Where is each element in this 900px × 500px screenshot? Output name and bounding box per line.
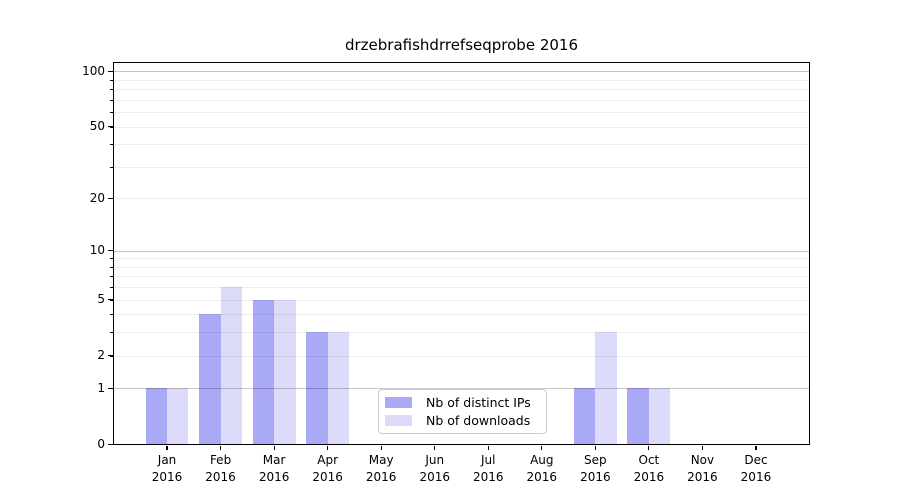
x-tick-label: Dec 2016 — [740, 452, 772, 484]
y-tick-mark — [108, 197, 113, 200]
legend: Nb of distinct IPs Nb of downloads — [378, 389, 547, 434]
x-tick-mark — [648, 445, 650, 450]
y-minor-tick-mark — [110, 276, 113, 278]
x-tick-label: Nov 2016 — [687, 452, 718, 484]
legend-item-downloads: Nb of downloads — [385, 413, 538, 428]
y-minor-tick-mark — [110, 314, 113, 316]
bar-downloads — [327, 332, 350, 445]
bar-downloads — [220, 287, 242, 445]
gridline-major — [114, 388, 809, 390]
gridline-minor — [114, 266, 809, 268]
gridline-minor — [114, 355, 809, 357]
y-tick-mark — [108, 126, 113, 128]
bar-distinct-ips — [145, 388, 168, 445]
y-minor-tick-mark — [110, 166, 113, 168]
x-tick-mark — [166, 445, 168, 450]
y-minor-tick-mark — [110, 332, 113, 334]
legend-swatch-distinct-ips — [385, 397, 412, 408]
y-tick-label: 20 — [89, 190, 105, 205]
x-tick-label: Sep 2016 — [580, 452, 611, 484]
gridline-minor — [114, 258, 809, 260]
chart-title: drzebrafishdrrefseqprobe 2016 — [344, 36, 578, 54]
y-tick-mark — [108, 250, 113, 252]
gridline-major — [114, 250, 809, 252]
x-tick-label: Jan 2016 — [151, 452, 183, 484]
legend-label-distinct-ips: Nb of distinct IPs — [426, 395, 531, 410]
y-minor-tick-mark — [110, 112, 113, 114]
bar-distinct-ips — [199, 314, 221, 445]
y-minor-tick-mark — [110, 287, 113, 289]
y-tick-label: 5 — [97, 292, 105, 307]
gridline-minor — [114, 314, 809, 316]
y-minor-tick-mark — [110, 79, 113, 81]
bar-distinct-ips — [306, 332, 328, 445]
y-tick-label: 0 — [97, 437, 105, 451]
gridline-minor — [114, 126, 809, 128]
gridline-minor — [114, 144, 809, 146]
x-tick-label: May 2016 — [365, 452, 397, 484]
gridline-minor — [114, 332, 809, 334]
gridline-major — [114, 71, 809, 73]
x-tick-label: Mar 2016 — [258, 452, 290, 484]
y-minor-tick-mark — [110, 99, 113, 101]
y-tick-mark — [108, 444, 113, 446]
gridline-minor — [114, 99, 809, 101]
x-tick-label: Jul 2016 — [472, 452, 504, 484]
x-tick-label: Apr 2016 — [312, 452, 343, 484]
y-tick-mark — [108, 299, 113, 301]
x-tick-label: Feb 2016 — [205, 452, 236, 484]
y-tick-mark — [108, 387, 113, 390]
y-minor-tick-mark — [110, 89, 113, 91]
bar-distinct-ips — [252, 299, 275, 445]
x-tick-label: Aug 2016 — [526, 452, 558, 484]
y-tick-label: 1 — [97, 380, 105, 395]
y-minor-tick-mark — [110, 266, 113, 268]
x-tick-mark — [594, 445, 596, 450]
legend-item-distinct-ips: Nb of distinct IPs — [385, 395, 538, 410]
gridline-minor — [114, 276, 809, 278]
gridline-minor — [114, 299, 809, 301]
legend-swatch-downloads — [385, 415, 412, 426]
bar-downloads — [595, 332, 617, 445]
bar-distinct-ips — [573, 388, 596, 445]
y-tick-label: 2 — [97, 348, 105, 363]
bar-downloads — [274, 299, 296, 445]
gridline-minor — [114, 89, 809, 91]
x-tick-mark — [487, 445, 489, 450]
y-tick-label: 100 — [82, 63, 105, 78]
y-tick-mark — [108, 70, 113, 73]
gridline-minor — [114, 79, 809, 81]
y-tick-label: 50 — [89, 119, 105, 134]
y-tick-label: 10 — [89, 243, 105, 258]
gridline-minor — [114, 112, 809, 114]
gridline-minor — [114, 198, 809, 200]
x-tick-mark — [434, 445, 436, 450]
bar-downloads — [167, 388, 189, 445]
gridline-minor — [114, 287, 809, 289]
gridline-minor — [114, 166, 809, 168]
x-tick-mark — [755, 445, 757, 450]
x-tick-mark — [219, 445, 222, 450]
bar-downloads — [648, 388, 671, 445]
x-tick-mark — [380, 445, 382, 450]
y-tick-mark — [108, 355, 113, 357]
y-minor-tick-mark — [110, 258, 113, 260]
y-minor-tick-mark — [110, 144, 113, 146]
legend-label-downloads: Nb of downloads — [426, 413, 531, 428]
x-tick-mark — [701, 445, 703, 450]
x-tick-mark — [541, 445, 543, 450]
x-tick-label: Jun 2016 — [419, 452, 450, 484]
x-tick-label: Oct 2016 — [633, 452, 665, 484]
x-tick-mark — [327, 445, 329, 450]
bar-distinct-ips — [627, 388, 649, 445]
x-tick-mark — [273, 445, 275, 450]
